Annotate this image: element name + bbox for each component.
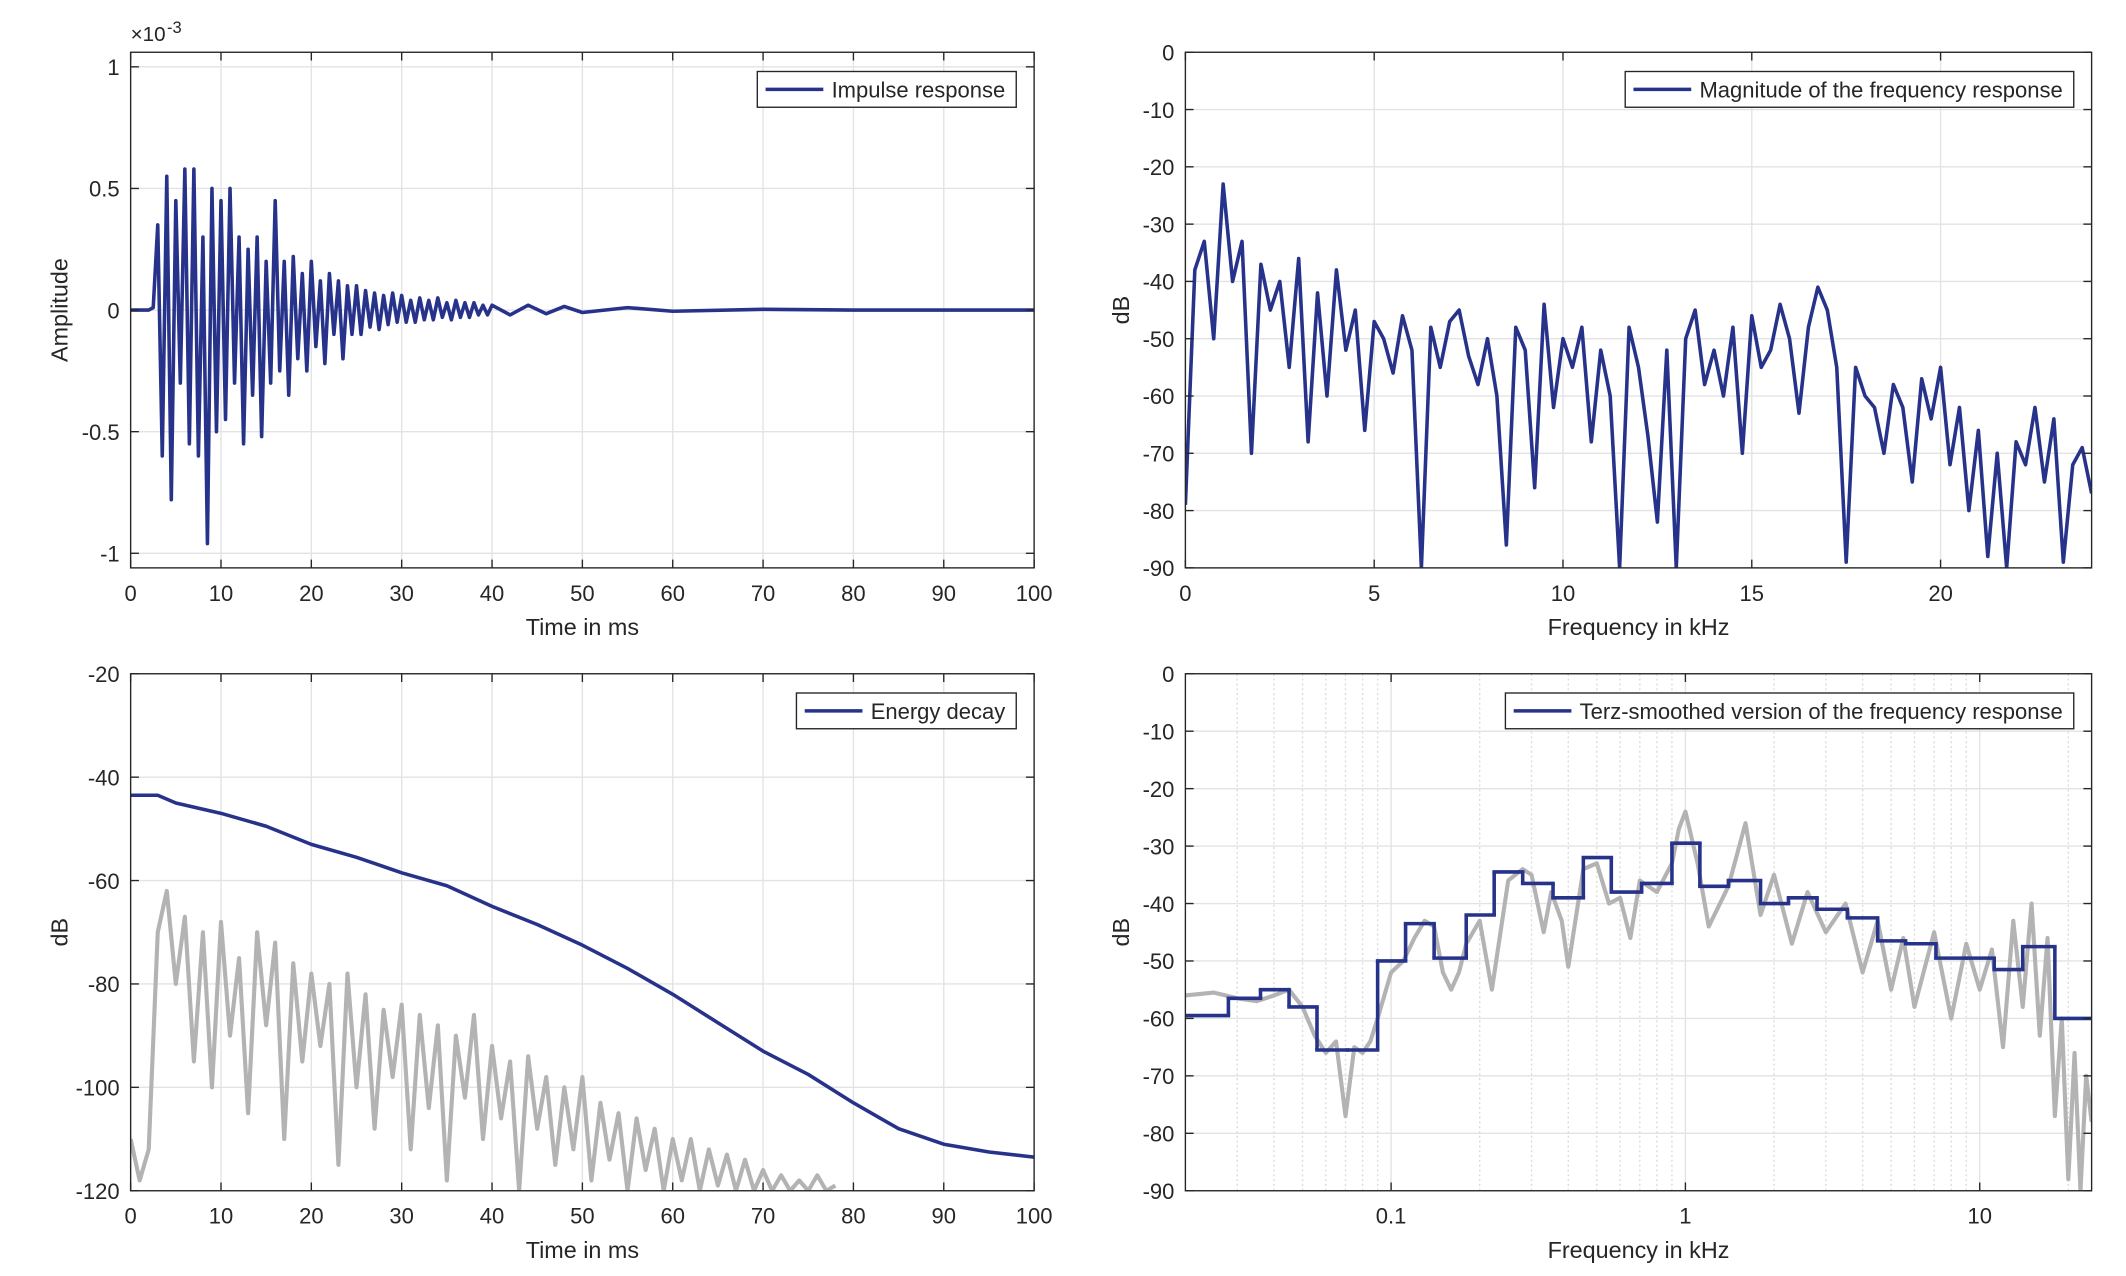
y-tick-label: 0.5	[89, 177, 120, 202]
x-tick-label: 90	[932, 1204, 956, 1229]
y-tick-label: -80	[88, 972, 120, 997]
y-tick-label: -20	[88, 662, 120, 687]
x-tick-label: 20	[1928, 581, 1952, 606]
legend: Terz-smoothed version of the frequency r…	[1504, 692, 2075, 730]
y-tick-label: 0	[1162, 662, 1174, 687]
x-tick-label: 1	[1679, 1204, 1691, 1229]
legend: Magnitude of the frequency response	[1624, 70, 2075, 108]
y-tick-label: 0	[107, 298, 119, 323]
x-axis-label: Time in ms	[526, 1237, 639, 1263]
axes: 0 10 20 30 40 50 60 70 80 90 100 -120 -100 -80 -60 -40 -…	[46, 662, 1052, 1263]
legend-box	[1624, 70, 2075, 108]
x-tick-label: 70	[751, 1204, 775, 1229]
legend: Energy decay	[795, 692, 1017, 730]
y-tick-label: -90	[1143, 1179, 1175, 1204]
y-tick-label: -20	[1143, 777, 1175, 802]
y-tick-label: -70	[1143, 442, 1175, 467]
y-tick-label: -1	[100, 542, 120, 567]
y-multiplier: ×10	[131, 23, 166, 46]
y-tick-label: -0.5	[82, 420, 120, 445]
y-tick-label: -10	[1143, 719, 1175, 744]
x-tick-label: 10	[1551, 581, 1575, 606]
x-tick-label: 30	[389, 581, 413, 606]
x-tick-label: 80	[841, 1204, 865, 1229]
y-tick-label: -50	[1143, 949, 1175, 974]
x-tick-label: 0	[125, 1204, 137, 1229]
x-tick-label: 60	[660, 581, 684, 606]
y-tick-label: -40	[1143, 892, 1175, 917]
y-axis-label: dB	[1108, 918, 1134, 947]
x-tick-label: 15	[1740, 581, 1764, 606]
y-tick-label: -10	[1143, 98, 1175, 123]
x-tick-label: 90	[932, 581, 956, 606]
x-tick-label: 80	[841, 581, 865, 606]
axes: 0 5 10 15 20 -90 -80 -70 -60 -50 -40 -30 -20 -10 0 Freq…	[1108, 41, 2093, 640]
series-line	[130, 167, 1035, 546]
x-tick-label: 10	[209, 581, 233, 606]
y-axis-label: dB	[1108, 296, 1134, 325]
x-tick-label: 100	[1016, 1204, 1053, 1229]
x-tick-label: 70	[751, 581, 775, 606]
x-axis-label: Frequency in kHz	[1548, 614, 1730, 640]
x-tick-label: 40	[480, 581, 504, 606]
y-tick-label: -90	[1143, 556, 1175, 581]
x-tick-label: 10	[209, 1204, 233, 1229]
y-tick-label: -40	[1143, 270, 1175, 295]
y-multiplier-exponent: -3	[167, 19, 182, 37]
x-tick-label: 0	[125, 581, 137, 606]
y-tick-label: -50	[1143, 327, 1175, 352]
y-tick-label: -80	[1143, 499, 1175, 524]
x-tick-label: 100	[1016, 581, 1053, 606]
y-axis-label: Amplitude	[46, 258, 72, 362]
x-tick-label: 50	[570, 581, 594, 606]
y-tick-label: -60	[88, 869, 120, 894]
y-tick-label: -100	[76, 1076, 120, 1101]
y-tick-label: -60	[1143, 1007, 1175, 1032]
legend-box	[1504, 692, 2075, 730]
x-tick-label: 5	[1368, 581, 1380, 606]
y-tick-label: 1	[107, 55, 119, 80]
x-tick-label: 30	[389, 1204, 413, 1229]
legend-label: Impulse response	[832, 78, 1006, 103]
y-tick-label: 0	[1162, 41, 1174, 66]
x-axis-label: Frequency in kHz	[1548, 1237, 1730, 1263]
x-tick-label: 20	[299, 581, 323, 606]
x-tick-label: 0.1	[1376, 1204, 1407, 1229]
y-tick-label: -80	[1143, 1122, 1175, 1147]
series-line	[130, 793, 1035, 1159]
x-tick-label: 50	[570, 1204, 594, 1229]
x-tick-label: 0	[1179, 581, 1191, 606]
legend-label: Magnitude of the frequency response	[1699, 78, 2062, 103]
plot-area	[1185, 182, 2092, 568]
axes: 0.1 1 10 -90 -80 -70 -60 -50 -40 -30 -20 -10 0 Freque…	[1108, 662, 2093, 1263]
y-axis-label: dB	[46, 918, 72, 947]
axes-box	[1184, 51, 2093, 569]
legend-label: Energy decay	[871, 699, 1006, 724]
series-line	[1185, 182, 2092, 568]
legend: Impulse response	[756, 70, 1017, 108]
y-tick-label: -70	[1143, 1064, 1175, 1089]
y-tick-label: -30	[1143, 212, 1175, 237]
x-tick-label: 20	[299, 1204, 323, 1229]
axes-box	[1184, 673, 2093, 1192]
series-line	[1185, 809, 2092, 1191]
plot-area	[130, 793, 1035, 1191]
series-line	[130, 888, 837, 1191]
plot-area	[1185, 809, 2092, 1191]
x-tick-label: 60	[660, 1204, 684, 1229]
y-tick-label: -60	[1143, 384, 1175, 409]
plot-area	[130, 167, 1035, 546]
axes: 0 10 20 30 40 50 60 70 80 90 100 -1 -0.5 0 0.5 1 Time in…	[46, 19, 1052, 640]
x-axis-label: Time in ms	[526, 614, 639, 640]
x-tick-label: 40	[480, 1204, 504, 1229]
y-tick-label: -20	[1143, 155, 1175, 180]
y-tick-label: -40	[88, 765, 120, 790]
legend-label: Terz-smoothed version of the frequency r…	[1580, 699, 2063, 724]
x-tick-label: 10	[1967, 1204, 1991, 1229]
y-tick-label: -30	[1143, 834, 1175, 859]
y-tick-label: -120	[76, 1179, 120, 1204]
legend-box	[795, 692, 1017, 730]
